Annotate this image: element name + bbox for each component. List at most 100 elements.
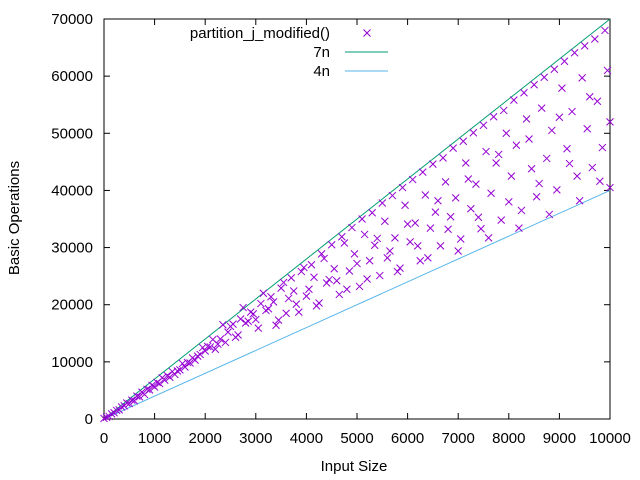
data-point [555,113,564,122]
legend-label: 7n [313,44,330,61]
y-tick-label: 40000 [51,182,93,199]
data-point [461,159,470,167]
data-point [259,289,268,298]
data-point [436,242,445,250]
y-tick-label: 70000 [51,11,93,28]
data-point [201,347,210,355]
y-axis-title: Basic Operations [6,161,23,275]
data-point [350,250,359,258]
x-tick-label: 3000 [239,430,272,447]
data-point [269,298,278,306]
data-point [234,331,242,339]
data-point [208,335,217,344]
data-point [456,235,465,243]
data-point [423,254,432,262]
data-point [396,264,404,272]
data-point [287,274,296,282]
x-tick-label: 4000 [290,430,323,447]
data-point [573,172,581,180]
data-point [464,175,473,183]
data-point [537,104,546,112]
data-point [547,126,556,135]
x-axis-title: Input Size [321,458,388,475]
data-point [540,73,549,82]
data-point [522,115,531,123]
data-point [380,217,389,226]
data-point [466,204,475,213]
data-point [302,292,311,300]
data-point [408,175,417,184]
x-tick-label: 8000 [492,430,525,447]
data-point [267,292,275,301]
data-point [474,213,483,222]
data-point [527,164,536,173]
data-point [588,163,597,172]
legend-label: 4n [313,63,330,80]
data-point [459,137,468,146]
data-point [305,285,313,294]
data-point [545,210,554,219]
x-tick-label: 10000 [589,430,631,447]
y-tick-label: 20000 [51,297,93,314]
data-point [183,358,192,367]
data-point [355,282,364,291]
data-point [578,74,587,82]
data-point [224,328,232,336]
x-tick-label: 9000 [543,430,576,447]
data-point [330,264,339,273]
data-point [606,118,614,126]
data-point [327,240,336,249]
data-point [441,178,450,186]
data-point [568,107,576,116]
data-point [416,256,425,265]
data-point [598,143,607,152]
data-point [277,284,285,292]
data-point [563,144,571,153]
data-point [264,304,273,313]
data-point [451,194,460,202]
data-point [127,396,136,404]
data-point [383,254,392,262]
data-point [211,345,220,354]
data-point [279,278,288,287]
data-point [370,241,379,250]
data-point [413,242,422,250]
data-point [386,247,394,255]
data-point [186,359,194,367]
data-point [479,121,488,130]
data-point [284,294,293,303]
data-point [444,225,452,234]
data-point [206,343,215,351]
data-point [487,189,495,198]
data-point [535,179,544,188]
data-point [297,267,306,276]
data-point [193,352,202,360]
axes-layer: 0 1000 2000 3000 4000 5000 6000 7000 8000 9000 100… [51,11,631,447]
data-point [100,414,108,423]
data-point [375,271,384,280]
data-point [348,223,356,232]
data-point [477,224,485,233]
y-tick-label: 60000 [51,68,93,85]
data-point [454,247,463,255]
data-point [315,299,323,307]
legend: partition_j_modified() 7n 4n [190,25,388,80]
data-point [117,403,126,411]
data-point [393,267,402,276]
data-point [497,216,506,224]
data-point [489,112,498,121]
data-point [542,154,551,163]
data-point [289,287,298,295]
data-point [378,199,387,207]
data-point [575,196,584,205]
data-point [365,256,374,265]
data-point [229,320,237,328]
data-point [502,129,511,138]
data-point [198,343,207,352]
data-point [434,196,442,205]
data-point [565,159,574,168]
data-point [398,183,407,192]
data-point [418,168,427,176]
data-point [431,208,440,216]
